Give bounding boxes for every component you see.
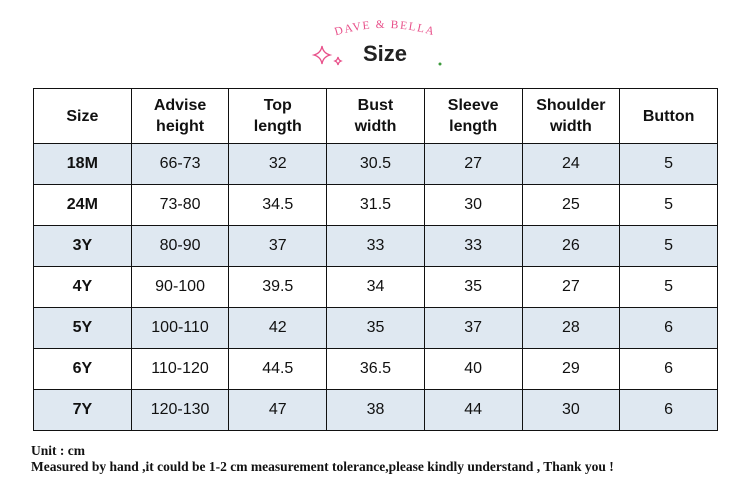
table-cell: 35: [326, 307, 425, 349]
table-cell: 6: [619, 307, 718, 349]
table-cell: 30: [423, 184, 523, 226]
size-cell: 7Y: [33, 389, 132, 431]
table-cell: 36.5: [326, 348, 425, 390]
table-cell: 34.5: [228, 184, 328, 226]
table-cell: 31.5: [326, 184, 425, 226]
size-cell: 6Y: [33, 348, 132, 390]
brand-text: DAVE & BELLA: [333, 19, 435, 38]
dot: [438, 62, 442, 66]
table-row: 7Y 120-130 47 38 44 30 6: [33, 389, 718, 431]
table-cell: 27: [423, 143, 523, 185]
sparkle-icon: [333, 56, 343, 66]
table-cell: 34: [326, 266, 425, 308]
table-cell: 28: [521, 307, 621, 349]
header: DAVE & BELLA Size: [311, 19, 442, 66]
title: Size: [363, 41, 407, 66]
size-cell: 3Y: [33, 225, 132, 267]
table-cell: 27: [521, 266, 621, 308]
header-cell: Top length: [228, 88, 328, 144]
table-cell: 33: [326, 225, 425, 267]
size-cell: 5Y: [33, 307, 132, 349]
table-cell: 35: [423, 266, 523, 308]
size-cell: 4Y: [33, 266, 132, 308]
table-cell: 66-73: [130, 143, 230, 185]
table-cell: 33: [423, 225, 523, 267]
header-cell: Shoulder width: [521, 88, 621, 144]
table-cell: 5: [619, 266, 718, 308]
header-row: Size Advise height Top length Bust width Sle…: [33, 88, 718, 144]
table-cell: 6: [619, 389, 718, 431]
table-cell: 29: [521, 348, 621, 390]
table-cell: 24: [521, 143, 621, 185]
table-cell: 37: [423, 307, 523, 349]
measure-note: Measured by hand ,it could be 1-2 cm mea…: [31, 459, 614, 474]
table-cell: 26: [521, 225, 621, 267]
table-cell: 38: [326, 389, 425, 431]
table-cell: 44.5: [228, 348, 328, 390]
table-row: 3Y 80-90 37 33 33 26 5: [33, 225, 718, 267]
table-cell: 6: [619, 348, 718, 390]
header-cell: Bust width: [326, 88, 425, 144]
size-table: Size Advise height Top length Bust width Sle…: [33, 88, 718, 431]
size-cell: 24M: [33, 184, 132, 226]
size-cell: 18M: [33, 143, 132, 185]
table-cell: 44: [423, 389, 523, 431]
header-cell: Sleeve length: [423, 88, 523, 144]
table-cell: 120-130: [130, 389, 230, 431]
table-cell: 42: [228, 307, 328, 349]
table-row: 24M 73-80 34.5 31.5 30 25 5: [33, 184, 718, 226]
table-cell: 37: [228, 225, 328, 267]
table-cell: 39.5: [228, 266, 328, 308]
unit-note: Unit : cm: [31, 443, 85, 458]
sparkles: [311, 45, 343, 66]
header-cell: Size: [33, 88, 132, 144]
table-cell: 73-80: [130, 184, 230, 226]
table-cell: 110-120: [130, 348, 230, 390]
table-cell: 5: [619, 143, 718, 185]
header-cell: Advise height: [130, 88, 230, 144]
sparkle-icon: [311, 45, 333, 65]
table-cell: 40: [423, 348, 523, 390]
brand: DAVE & BELLA: [333, 19, 437, 38]
table-row: 5Y 100-110 42 35 37 28 6: [33, 307, 718, 349]
table-row: 6Y 110-120 44.5 36.5 40 29 6: [33, 348, 718, 390]
table-cell: 25: [521, 184, 621, 226]
table-cell: 90-100: [130, 266, 230, 308]
table-cell: 30.5: [326, 143, 425, 185]
table-cell: 5: [619, 184, 718, 226]
header-cell: Button: [619, 88, 718, 144]
table-row: 18M 66-73 32 30.5 27 24 5: [33, 143, 718, 185]
table-cell: 32: [228, 143, 328, 185]
table-cell: 47: [228, 389, 328, 431]
table-cell: 80-90: [130, 225, 230, 267]
table-cell: 30: [521, 389, 621, 431]
table-cell: 100-110: [130, 307, 230, 349]
table-cell: 5: [619, 225, 718, 267]
table-row: 4Y 90-100 39.5 34 35 27 5: [33, 266, 718, 308]
